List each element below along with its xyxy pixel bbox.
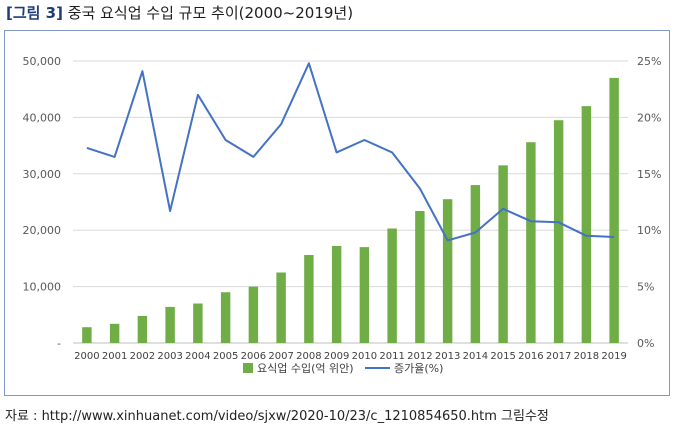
bar bbox=[581, 106, 592, 344]
bar bbox=[387, 228, 397, 343]
left-axis-tick-label: 50,000 bbox=[23, 55, 62, 68]
legend-bar-label: 요식업 수입(억 위안) bbox=[257, 362, 354, 375]
bar bbox=[415, 211, 425, 343]
category-tick-label: 2001 bbox=[102, 351, 127, 362]
right-axis-tick-label: 5% bbox=[637, 281, 654, 294]
category-tick-label: 2005 bbox=[213, 351, 238, 362]
source-note: 자료 : http://www.xinhuanet.com/video/sjxw… bbox=[5, 409, 549, 424]
chart-frame: - 10,000 20,000 30,000 40,000 50,000 0% 5% 10% 1… bbox=[4, 30, 670, 396]
bar bbox=[553, 120, 564, 343]
category-tick-label: 2009 bbox=[324, 351, 349, 362]
category-axis-ticks: 2000 2001 2002 2003 2004 2005 2006 2007 2008 2009… bbox=[74, 351, 627, 362]
category-tick-label: 2006 bbox=[241, 351, 266, 362]
right-axis-tick-label: 15% bbox=[637, 168, 661, 181]
line-series bbox=[86, 62, 615, 242]
category-tick-label: 2019 bbox=[601, 351, 626, 362]
bar bbox=[526, 142, 536, 343]
category-tick-label: 2008 bbox=[296, 351, 321, 362]
category-tick-label: 2017 bbox=[546, 351, 571, 362]
category-tick-label: 2014 bbox=[463, 351, 488, 362]
left-axis-tick-label: 20,000 bbox=[23, 224, 62, 237]
bar bbox=[82, 327, 92, 343]
figure-number: [그림 3] bbox=[6, 4, 63, 22]
bar bbox=[276, 272, 286, 343]
bar bbox=[165, 306, 175, 343]
growth-rate-line bbox=[86, 62, 615, 242]
gridlines bbox=[73, 60, 628, 344]
bar-series bbox=[82, 77, 619, 344]
bar bbox=[304, 255, 314, 343]
category-tick-label: 2010 bbox=[352, 351, 377, 362]
left-axis-tick-label: 40,000 bbox=[23, 111, 62, 124]
category-tick-label: 2018 bbox=[574, 351, 599, 362]
bar bbox=[442, 199, 453, 343]
category-tick-label: 2003 bbox=[157, 351, 182, 362]
right-axis-tick-label: 20% bbox=[637, 111, 661, 124]
legend-bar-swatch bbox=[243, 363, 253, 373]
category-tick-label: 2015 bbox=[490, 351, 515, 362]
category-tick-label: 2002 bbox=[130, 351, 155, 362]
category-tick-label: 2013 bbox=[435, 351, 460, 362]
right-axis-tick-label: 25% bbox=[637, 55, 661, 68]
left-axis-tick-label: 30,000 bbox=[23, 168, 62, 181]
right-axis-tick-label: 0% bbox=[637, 337, 654, 350]
figure-title-text: 중국 요식업 수입 규모 추이(2000~2019년) bbox=[67, 4, 354, 22]
bar bbox=[498, 165, 508, 343]
category-tick-label: 2004 bbox=[185, 351, 210, 362]
bar bbox=[470, 185, 481, 343]
bar bbox=[109, 323, 120, 343]
right-axis-ticks: 0% 5% 10% 15% 20% 25% bbox=[637, 55, 661, 350]
left-axis-tick-label: 10,000 bbox=[23, 281, 62, 294]
legend-line-label: 증가율(%) bbox=[394, 362, 443, 375]
category-tick-label: 2016 bbox=[518, 351, 543, 362]
left-axis-ticks: - 10,000 20,000 30,000 40,000 50,000 bbox=[23, 55, 62, 350]
bar bbox=[609, 77, 619, 344]
category-tick-label: 2012 bbox=[407, 351, 432, 362]
left-axis-tick-label: - bbox=[57, 337, 61, 350]
figure-title: [그림 3] 중국 요식업 수입 규모 추이(2000~2019년) bbox=[6, 2, 353, 23]
bar bbox=[248, 286, 259, 343]
category-tick-label: 2011 bbox=[379, 351, 404, 362]
legend: 요식업 수입(억 위안) 증가율(%) bbox=[243, 362, 443, 375]
category-tick-label: 2000 bbox=[74, 351, 99, 362]
bar bbox=[331, 245, 342, 343]
category-tick-label: 2007 bbox=[268, 351, 293, 362]
bar bbox=[137, 315, 148, 343]
bar bbox=[359, 247, 370, 343]
bar bbox=[220, 292, 231, 343]
right-axis-tick-label: 10% bbox=[637, 224, 661, 237]
bar bbox=[193, 303, 203, 343]
combo-chart: - 10,000 20,000 30,000 40,000 50,000 0% 5% 10% 1… bbox=[23, 55, 662, 375]
